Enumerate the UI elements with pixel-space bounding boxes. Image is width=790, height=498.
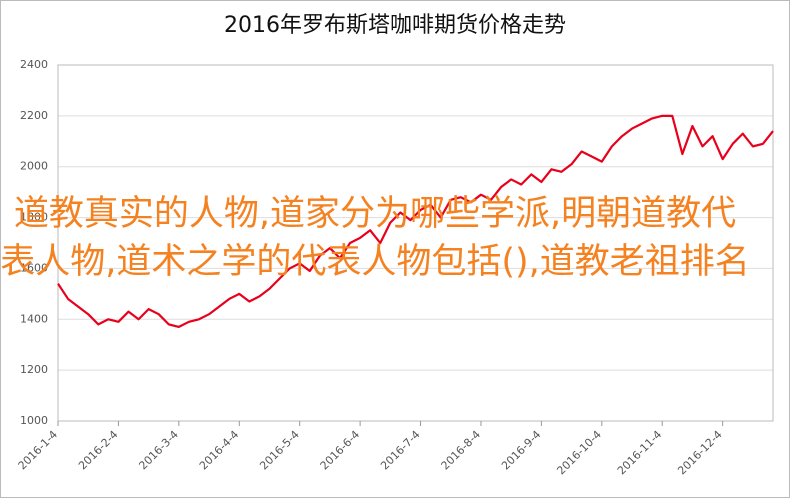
y-tick-label: 2000 — [20, 160, 48, 173]
y-tick-label: 2400 — [20, 58, 48, 71]
plot-border — [57, 64, 774, 422]
y-tick-label: 1600 — [20, 261, 48, 274]
chart-title: 2016年罗布斯塔咖啡期货价格走势 — [224, 13, 566, 38]
y-tick-label: 1200 — [20, 363, 48, 376]
y-tick-label: 1400 — [20, 312, 48, 325]
price-line — [57, 114, 774, 329]
overlay-text: 道教真实的人物,道家分为哪些学派,明朝道教代表人物,道术之学的代表人物包括(),… — [0, 194, 750, 282]
y-tick-label: 1000 — [20, 414, 48, 427]
y-tick-label: 2200 — [20, 109, 48, 122]
y-tick-label: 1800 — [20, 211, 48, 224]
